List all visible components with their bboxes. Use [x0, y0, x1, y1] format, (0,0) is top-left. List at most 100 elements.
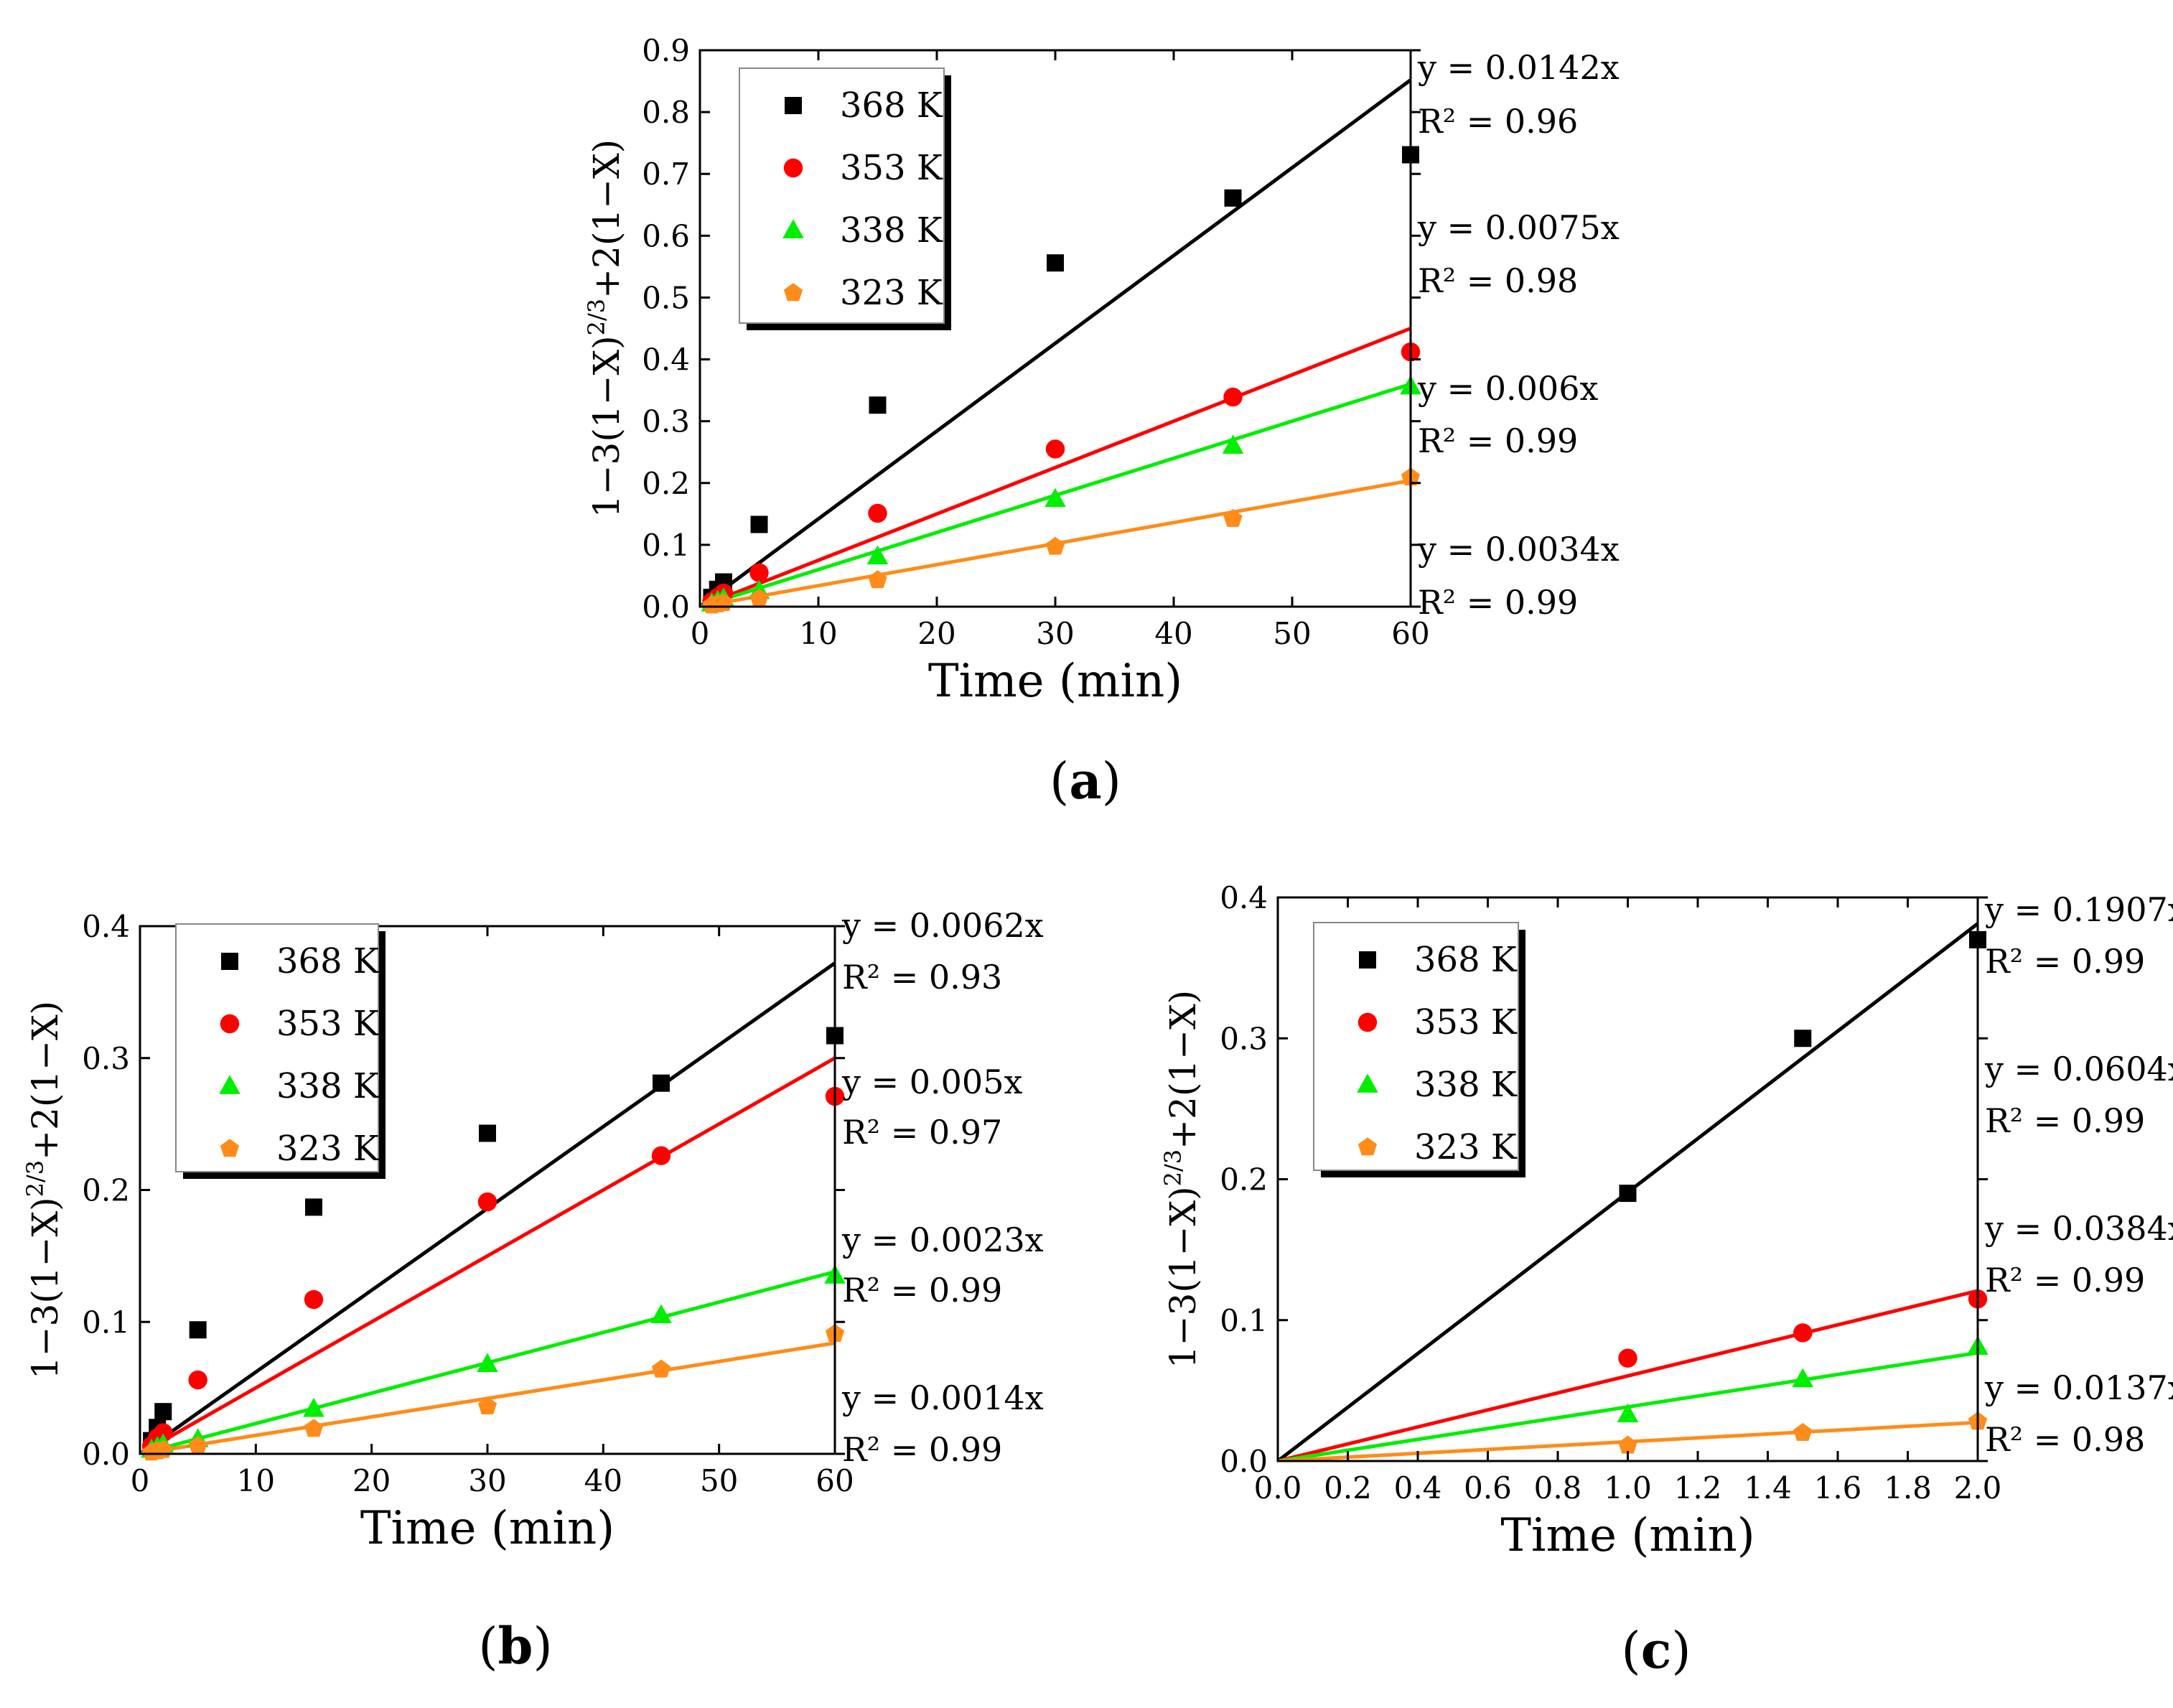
panel-caption: (c) — [1621, 1620, 1691, 1680]
fit-r2: R² = 0.99 — [842, 1271, 1002, 1310]
fit-equation: y = 0.0014x — [841, 1378, 1044, 1417]
x-tick-label: 40 — [1154, 616, 1192, 651]
data-point-323k — [1223, 508, 1243, 527]
y-axis-title: 1−3(1−X)2/3+2(1−X) — [22, 1001, 66, 1379]
data-point-338k — [1617, 1403, 1639, 1423]
y-tick-label: 0.9 — [642, 33, 690, 68]
fit-equation: y = 0.1907x — [1984, 890, 2173, 929]
y-tick-label: 0.3 — [642, 404, 690, 439]
data-point-353k — [188, 1370, 207, 1390]
legend-label: 338 K — [276, 1066, 380, 1106]
fit-r2: R² = 0.99 — [1418, 421, 1578, 460]
chart-panel-b: 0 10 20 30 40 50 60 0.0 0.1 0.2 0.3 0.4 Time (min) 1−… — [22, 906, 1044, 1676]
legend-box — [175, 923, 379, 1172]
data-point-353k — [477, 1192, 497, 1212]
data-point-353k — [749, 563, 769, 582]
fit-equation: y = 0.0142x — [1417, 48, 1620, 87]
fit-line-353k — [700, 327, 1411, 607]
legend-marker-368k — [1359, 951, 1376, 969]
x-tick-label: 40 — [584, 1463, 622, 1498]
fit-r2: R² = 0.98 — [1418, 261, 1578, 300]
x-tick-label: 20 — [352, 1463, 391, 1498]
x-tick-label: 50 — [1273, 616, 1311, 651]
x-axis-title: Time (min) — [360, 1502, 614, 1555]
fit-r2: R² = 0.98 — [1985, 1420, 2145, 1459]
legend-marker-368k — [221, 953, 238, 970]
legend-marker-338k — [782, 219, 804, 238]
legend-marker-323k — [1357, 1137, 1378, 1156]
fit-r2: R² = 0.96 — [1418, 102, 1578, 141]
y-tick-label: 0.3 — [1220, 1021, 1268, 1056]
chart-panel-a: 0 10 20 30 40 50 60 0.0 0.1 0.2 0.3 0.4 0.5 0.6 0.7 0.8… — [583, 33, 1620, 811]
y-axis-title: 1−3(1−X)2/3+2(1−X) — [1159, 990, 1204, 1368]
x-tick-label: 30 — [1036, 616, 1074, 651]
x-tick-label: 0.6 — [1464, 1470, 1512, 1506]
x-tick-label: 1.8 — [1884, 1470, 1932, 1506]
data-point-323k — [304, 1419, 324, 1437]
data-point-368k — [869, 396, 887, 414]
legend-marker-323k — [220, 1139, 240, 1157]
x-tick-label: 1.4 — [1744, 1470, 1792, 1506]
data-point-338k — [1222, 434, 1244, 454]
y-tick-label: 0.4 — [82, 909, 130, 944]
data-point-353k — [304, 1289, 324, 1310]
y-tick-label: 0.1 — [642, 528, 690, 563]
y-tick-label: 0.3 — [82, 1041, 130, 1076]
fit-equation: y = 0.0062x — [841, 906, 1044, 945]
panel-caption: (a) — [1050, 751, 1121, 811]
data-point-338k — [650, 1304, 672, 1323]
legend-label: 323 K — [840, 273, 943, 313]
data-point-353k — [1223, 387, 1243, 407]
legend-label: 323 K — [276, 1129, 380, 1169]
x-tick-label: 1.0 — [1604, 1470, 1652, 1506]
y-tick-label: 0.0 — [82, 1437, 130, 1472]
legend-marker-368k — [785, 97, 802, 114]
data-point-368k — [479, 1124, 496, 1142]
panel-caption: (b) — [478, 1616, 553, 1676]
data-point-323k — [749, 589, 769, 607]
legend-marker-338k — [1357, 1073, 1378, 1093]
data-point-353k — [868, 503, 887, 523]
data-point-353k — [154, 1423, 173, 1442]
x-tick-label: 0.4 — [1394, 1470, 1442, 1506]
y-tick-label: 0.1 — [1220, 1303, 1268, 1338]
x-tick-label: 10 — [237, 1463, 275, 1498]
y-tick-label: 0.6 — [642, 218, 690, 253]
y-tick-label: 0.4 — [1220, 880, 1268, 915]
data-point-368k — [653, 1074, 670, 1092]
data-point-323k — [868, 570, 887, 589]
x-tick-label: 1.2 — [1674, 1470, 1722, 1506]
y-tick-label: 0.7 — [642, 157, 690, 192]
legend-label: 353 K — [1414, 1002, 1518, 1042]
data-point-323k — [477, 1396, 497, 1414]
data-point-353k — [651, 1146, 671, 1165]
fit-equation: y = 0.0384x — [1984, 1209, 2173, 1248]
y-tick-label: 0.2 — [82, 1173, 130, 1208]
legend-label: 353 K — [840, 148, 943, 188]
data-point-323k — [651, 1359, 671, 1378]
data-point-368k — [1619, 1185, 1637, 1203]
data-point-368k — [750, 515, 768, 533]
data-point-368k — [189, 1321, 207, 1339]
data-point-353k — [1618, 1348, 1637, 1368]
y-tick-label: 0.0 — [1220, 1444, 1268, 1479]
x-tick-label: 60 — [1391, 616, 1429, 651]
fit-equation: y = 0.0604x — [1984, 1050, 2173, 1088]
x-tick-label: 10 — [799, 616, 837, 651]
data-point-323k — [1045, 536, 1065, 555]
x-axis-title: Time (min) — [1500, 1509, 1754, 1562]
legend-marker-353k — [1357, 1012, 1378, 1032]
legend-label: 323 K — [1414, 1127, 1518, 1167]
x-tick-label: 2.0 — [1954, 1470, 2002, 1506]
data-point-368k — [1047, 254, 1064, 272]
x-tick-label: 0.2 — [1324, 1470, 1372, 1506]
legend-marker-353k — [783, 158, 803, 178]
x-tick-label: 50 — [700, 1463, 738, 1498]
data-point-338k — [1792, 1368, 1814, 1388]
data-point-368k — [154, 1403, 172, 1421]
data-point-323k — [1618, 1435, 1637, 1454]
legend-box — [739, 67, 945, 324]
chart-panel-c: 0.0 0.2 0.4 0.6 0.8 1.0 1.2 1.4 1.6 1.8 2.0 0.0 0.1 0… — [1159, 880, 2173, 1680]
x-tick-label: 60 — [816, 1463, 854, 1498]
